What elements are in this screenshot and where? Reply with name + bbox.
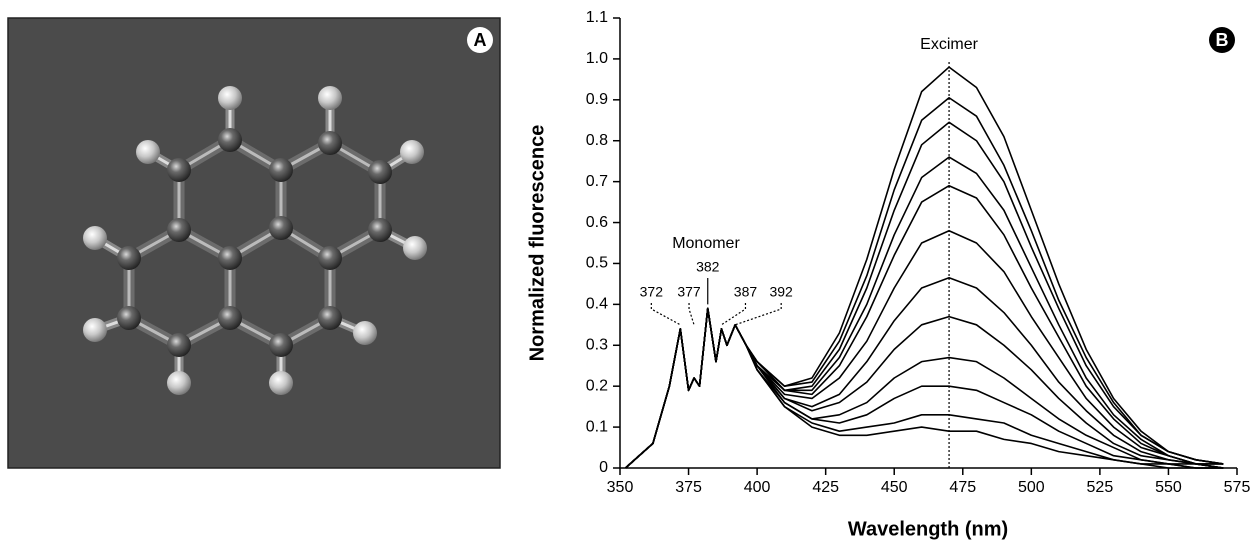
hydrogen-atom	[269, 371, 293, 395]
peak-label: 382	[696, 259, 720, 275]
y-tick-label: 0.1	[586, 418, 608, 435]
x-tick-label: 550	[1155, 479, 1182, 496]
carbon-atom	[269, 216, 293, 240]
y-axis-title: Normalized fluorescence	[526, 125, 548, 362]
figure: A B Wavelength (nm) Normalized fluoresce…	[0, 0, 1255, 544]
carbon-atom	[218, 306, 242, 330]
peak-leader	[721, 303, 745, 325]
carbon-atom	[269, 158, 293, 182]
y-tick-label: 0.9	[586, 91, 608, 108]
y-tick-label: 1.1	[586, 9, 608, 26]
excimer-label: Excimer	[920, 36, 978, 53]
y-tick-label: 0.7	[586, 173, 608, 190]
spectrum-line	[625, 308, 1223, 468]
panel-b-label: B	[1216, 30, 1229, 50]
x-tick-label: 400	[744, 479, 771, 496]
spectrum-line	[625, 122, 1223, 468]
hydrogen-atom	[136, 140, 160, 164]
x-tick-label: 475	[949, 479, 976, 496]
hydrogen-atom	[83, 226, 107, 250]
peak-label: 372	[640, 284, 664, 300]
x-tick-label: 375	[675, 479, 702, 496]
hydrogen-atom	[218, 86, 242, 110]
y-tick-label: 0.4	[586, 296, 608, 313]
hydrogen-atom	[353, 321, 377, 345]
carbon-atom	[117, 306, 141, 330]
carbon-atom	[318, 306, 342, 330]
hydrogen-atom	[83, 318, 107, 342]
spectrum-line	[625, 308, 1223, 468]
peak-label: 387	[734, 284, 758, 300]
peak-leader	[735, 303, 781, 325]
y-tick-label: 0.3	[586, 336, 608, 353]
hydrogen-atom	[403, 236, 427, 260]
x-tick-label: 525	[1087, 479, 1114, 496]
x-tick-label: 350	[607, 479, 634, 496]
carbon-atom	[218, 128, 242, 152]
spectrum-line	[625, 278, 1223, 468]
peak-label: 392	[769, 284, 793, 300]
carbon-atom	[368, 160, 392, 184]
x-axis-title: Wavelength (nm)	[848, 518, 1008, 540]
carbon-atom	[368, 218, 392, 242]
carbon-atom	[117, 246, 141, 270]
x-tick-label: 425	[812, 479, 839, 496]
spectrum-line	[625, 98, 1223, 468]
y-tick-label: 0.5	[586, 255, 608, 272]
hydrogen-atom	[167, 371, 191, 395]
y-tick-label: 0	[599, 459, 608, 476]
carbon-atom	[318, 131, 342, 155]
y-tick-label: 0.8	[586, 132, 608, 149]
peak-label: 377	[677, 284, 701, 300]
carbon-atom	[318, 246, 342, 270]
x-tick-label: 575	[1224, 479, 1251, 496]
x-tick-label: 500	[1018, 479, 1045, 496]
hydrogen-atom	[318, 86, 342, 110]
peak-leader	[689, 303, 694, 325]
hydrogen-atom	[400, 140, 424, 164]
carbon-atom	[269, 333, 293, 357]
carbon-atom	[167, 158, 191, 182]
y-tick-label: 1.0	[586, 50, 608, 67]
carbon-atom	[167, 218, 191, 242]
peak-leader	[651, 303, 680, 325]
spectrum-line	[625, 308, 1223, 468]
panel-a-label: A	[474, 30, 487, 50]
y-tick-label: 0.2	[586, 377, 608, 394]
monomer-label: Monomer	[672, 235, 740, 252]
spectrum-line	[625, 308, 1223, 468]
spectrum-line	[625, 308, 1223, 468]
carbon-atom	[218, 246, 242, 270]
carbon-atom	[167, 333, 191, 357]
y-tick-label: 0.6	[586, 214, 608, 231]
x-tick-label: 450	[881, 479, 908, 496]
